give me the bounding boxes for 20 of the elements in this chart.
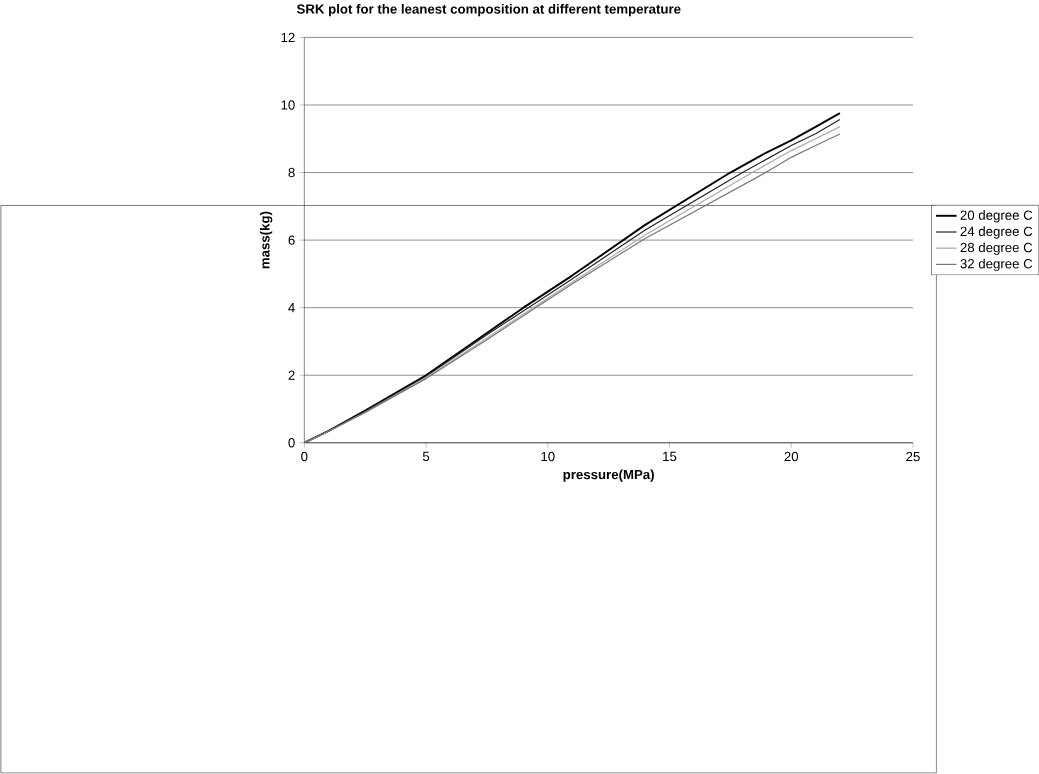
y-tick-label: 10 — [281, 100, 295, 110]
y-tick-label: 4 — [288, 303, 295, 313]
y-tick-label: 0 — [288, 438, 295, 448]
x-axis-title: pressure(MPa) — [563, 469, 654, 482]
legend-label: 24 degree C — [960, 226, 1033, 239]
legend-label: 32 degree C — [960, 258, 1033, 272]
chart-title: SRK plot for the leanest composition at different temperature — [296, 4, 681, 17]
x-tick-label: 5 — [422, 451, 430, 462]
x-tick-label: 15 — [663, 451, 677, 462]
y-tick-label: 8 — [288, 167, 295, 178]
y-tick-label: 12 — [281, 32, 295, 43]
legend-label: 20 degree C — [960, 210, 1033, 223]
y-tick-label: 2 — [288, 370, 295, 380]
y-tick-label: 6 — [288, 235, 295, 245]
legend-label: 28 degree C — [960, 242, 1033, 255]
x-tick-label: 10 — [541, 451, 555, 462]
x-tick-label: 25 — [906, 451, 920, 462]
y-axis-title: mass(kg) — [259, 211, 273, 269]
x-tick-label: 0 — [301, 451, 308, 462]
x-tick-label: 20 — [784, 451, 799, 462]
